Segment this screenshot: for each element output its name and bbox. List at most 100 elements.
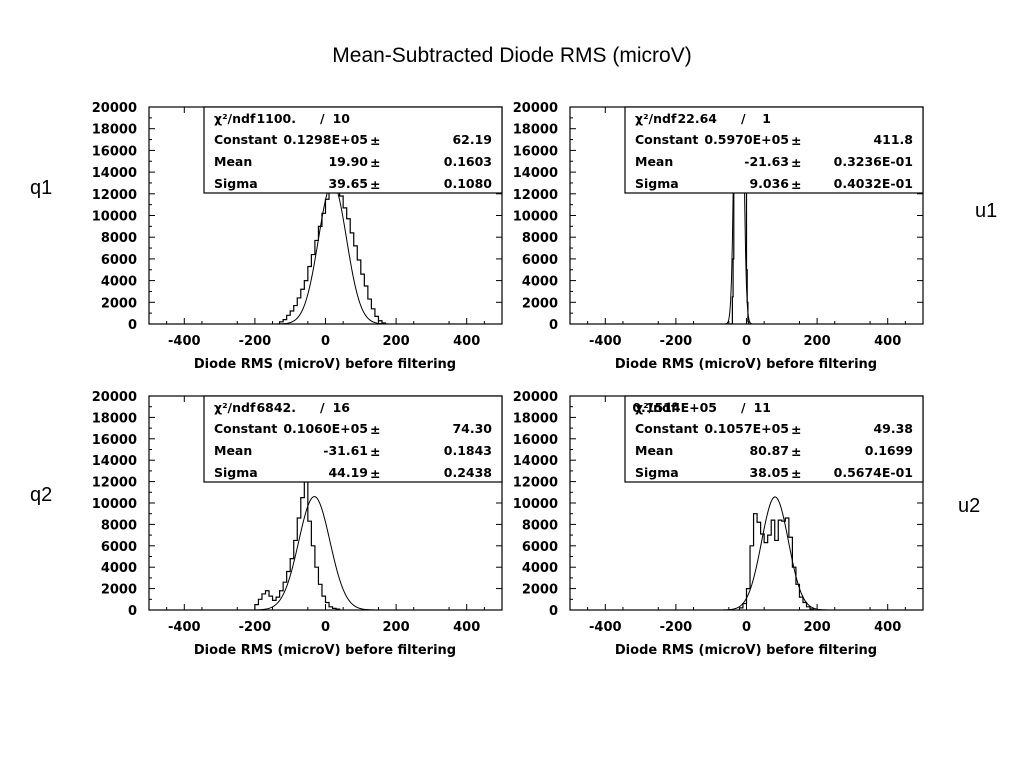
chi2-ndf-label: χ²/ndf [214,111,256,126]
chi2-value: 1100. [256,111,296,126]
x-tick-label: 400 [453,620,480,635]
stat-name: Constant [635,132,698,147]
x-tick-label: -400 [168,334,201,349]
stat-error: 0.1699 [865,443,913,458]
x-tick-label: -400 [589,334,622,349]
y-tick-label: 2000 [522,296,558,311]
x-axis-label: Diode RMS (microV) before filtering [194,357,456,372]
y-tick-label: 12000 [92,188,137,203]
y-tick-label: 8000 [101,518,137,533]
y-tick-label: 4000 [522,275,558,290]
row-label-u2: u2 [958,495,981,517]
stat-error: 49.38 [873,421,913,436]
chart-panel-u2: 0200040006000800010000120001400016000180… [513,390,924,658]
stat-value: -31.61 [323,443,368,458]
x-tick-label: 0 [742,620,751,635]
y-tick-label: 0 [549,318,558,333]
x-tick-label: 400 [874,620,901,635]
stat-value: 9.036 [749,176,789,191]
y-tick-label: 0 [549,604,558,619]
y-tick-label: 16000 [513,144,558,159]
ndf-value: 16 [333,400,351,415]
stat-name: Sigma [214,465,258,480]
y-tick-label: 14000 [513,454,558,469]
stat-name: Constant [214,132,277,147]
x-tick-label: 0 [321,334,330,349]
stat-value: -21.63 [744,154,789,169]
fit-curve-u2 [570,496,923,610]
stat-value: 19.90 [328,154,368,169]
x-axis-label: Diode RMS (microV) before filtering [615,357,877,372]
histogram-q1 [279,185,387,324]
y-tick-label: 8000 [522,231,558,246]
chi2-value: 22.64 [677,111,717,126]
y-tick-label: 14000 [513,166,558,181]
chi2-separator: / [741,400,746,415]
fit-curve-u1 [570,107,923,324]
stat-name: Mean [214,154,252,169]
y-tick-label: 0 [128,604,137,619]
histogram-u2 [738,513,818,610]
ndf-value: 1 [762,111,771,126]
y-tick-label: 20000 [92,101,137,116]
y-tick-label: 18000 [513,411,558,426]
chart-panel-u1: 0200040006000800010000120001400016000180… [513,101,924,372]
y-tick-label: 14000 [92,166,137,181]
x-tick-label: -200 [660,620,693,635]
stat-error: 0.4032E-01 [834,176,913,191]
stat-value: 80.87 [749,443,789,458]
y-tick-label: 20000 [92,390,137,405]
plus-minus: ± [791,133,801,148]
stat-name: Mean [635,443,673,458]
x-tick-label: 400 [874,334,901,349]
row-label-q1: q1 [30,177,53,199]
plus-minus: ± [370,155,380,170]
stat-name: Mean [635,154,673,169]
y-tick-label: 18000 [92,411,137,426]
stats-frame [624,395,924,483]
stat-value: 39.65 [328,176,368,191]
y-tick-label: 10000 [92,497,137,512]
y-tick-label: 12000 [513,188,558,203]
stat-value: 0.1057E+05 [704,421,789,436]
stat-name: Constant [635,421,698,436]
stat-name: Sigma [635,465,679,480]
chi2-ndf-label: χ²/ndf [635,111,677,126]
fit-curve-q1 [149,182,502,324]
stat-error: 74.30 [452,421,492,436]
plus-minus: ± [791,466,801,481]
y-tick-label: 18000 [513,123,558,138]
y-tick-label: 2000 [101,583,137,598]
plus-minus: ± [791,444,801,459]
y-tick-label: 12000 [513,476,558,491]
stats-frame [203,395,503,483]
x-tick-label: -200 [239,334,272,349]
stats-frame [203,106,503,194]
stats-frame [624,106,924,194]
stat-name: Constant [214,421,277,436]
plus-minus: ± [370,177,380,192]
plot-area [149,182,502,324]
stat-value: 0.1060E+05 [283,421,368,436]
chart-panel-q2: 0200040006000800010000120001400016000180… [92,390,503,658]
y-tick-label: 2000 [101,296,137,311]
plus-minus: ± [791,177,801,192]
x-tick-label: -200 [239,620,272,635]
plus-minus: ± [791,155,801,170]
plus-minus: ± [370,466,380,481]
y-tick-label: 20000 [513,390,558,405]
y-tick-label: 16000 [92,433,137,448]
fit-curve-q2 [149,496,502,610]
y-tick-label: 0 [128,318,137,333]
plus-minus: ± [791,422,801,437]
y-tick-label: 20000 [513,101,558,116]
stat-name: Sigma [635,176,679,191]
x-tick-label: 0 [321,620,330,635]
y-tick-label: 12000 [92,476,137,491]
x-tick-label: -400 [168,620,201,635]
